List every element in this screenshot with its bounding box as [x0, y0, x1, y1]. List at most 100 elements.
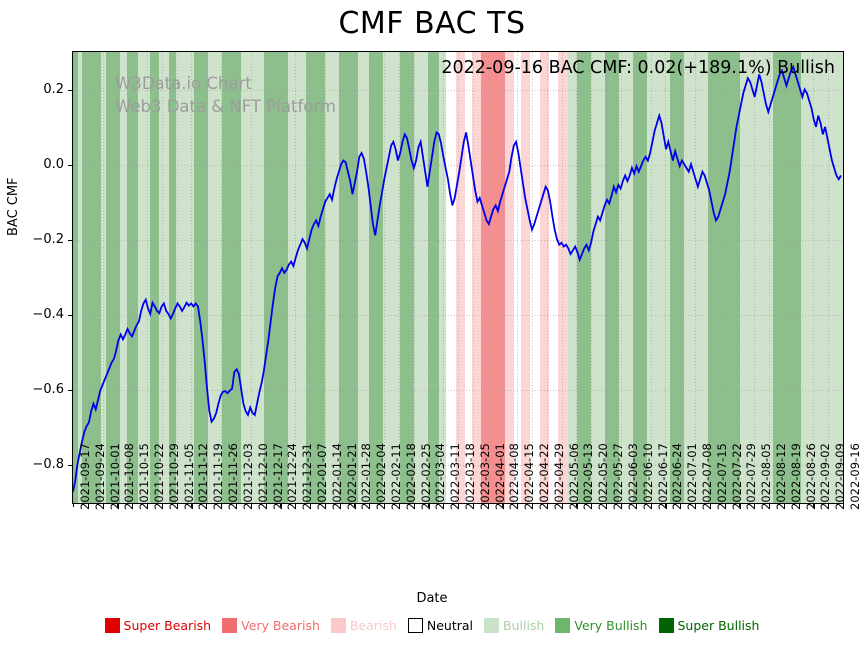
- grid-line-vertical: [680, 52, 682, 503]
- grid-line-vertical: [324, 52, 326, 503]
- legend-item[interactable]: Bearish: [330, 618, 397, 633]
- x-tick-label: 2021-09-17: [78, 443, 92, 510]
- x-tick-mark: [87, 503, 89, 507]
- x-tick-mark: [813, 503, 815, 507]
- x-tick-mark: [709, 503, 711, 507]
- legend-item[interactable]: Super Bearish: [104, 618, 212, 633]
- x-tick-label: 2022-03-25: [477, 443, 492, 510]
- x-tick-mark: [828, 503, 830, 507]
- grid-line-vertical: [132, 52, 134, 503]
- legend-label: Super Bearish: [123, 618, 212, 633]
- legend-label: Bearish: [349, 618, 397, 633]
- regime-band: [530, 52, 541, 503]
- grid-line-vertical: [828, 52, 830, 503]
- x-tick-label: 2022-04-08: [507, 443, 522, 510]
- x-tick-mark: [768, 503, 770, 507]
- legend-swatch: [555, 618, 571, 633]
- x-tick-mark: [295, 503, 297, 507]
- chart-annotation: 2022-09-16 BAC CMF: 0.02(+189.1%) Bullis…: [441, 58, 835, 78]
- x-tick-label: 2022-02-25: [418, 443, 433, 510]
- y-axis-title: BAC CMF: [6, 177, 21, 236]
- legend-label: Neutral: [426, 618, 473, 633]
- x-tick-label: 2022-09-02: [818, 443, 833, 510]
- grid-line-vertical: [280, 52, 282, 503]
- regime-band: [73, 52, 79, 503]
- x-tick-mark: [413, 503, 415, 507]
- grid-line-vertical: [458, 52, 459, 503]
- x-tick-mark: [354, 503, 356, 507]
- x-tick-mark: [206, 503, 208, 507]
- regime-band: [150, 52, 160, 503]
- grid-line-vertical: [398, 52, 400, 503]
- x-tick-label: 2022-04-01: [492, 443, 507, 510]
- x-tick-label: 2021-11-26: [226, 443, 241, 510]
- x-tick-label: 2022-07-08: [699, 443, 714, 510]
- grid-line-vertical: [295, 52, 297, 503]
- y-tick-mark: [68, 239, 72, 241]
- legend-label: Bullish: [503, 618, 545, 633]
- x-tick-label: 2021-11-12: [196, 443, 211, 510]
- regime-band: [549, 52, 559, 503]
- regime-band: [446, 52, 457, 503]
- grid-line-vertical: [694, 52, 696, 503]
- x-tick-mark: [369, 503, 371, 507]
- x-tick-mark: [517, 503, 519, 507]
- x-tick-label: 2022-05-06: [566, 443, 581, 510]
- x-tick-label: 2022-06-10: [640, 443, 655, 510]
- regime-band: [101, 52, 107, 503]
- legend-swatch: [222, 618, 238, 633]
- x-tick-mark: [754, 503, 756, 507]
- x-tick-label: 2022-08-05: [759, 443, 774, 510]
- y-tick-mark: [68, 315, 72, 317]
- x-tick-label: 2021-12-24: [285, 443, 300, 510]
- grid-line-vertical: [87, 52, 89, 503]
- regime-band: [439, 52, 447, 503]
- grid-line-vertical: [221, 52, 223, 503]
- x-tick-mark: [472, 503, 474, 507]
- x-tick-mark: [324, 503, 326, 507]
- legend-item[interactable]: Very Bullish: [555, 618, 648, 633]
- legend-item[interactable]: Very Bearish: [222, 618, 320, 633]
- grid-line-vertical: [783, 52, 785, 503]
- x-tick-mark: [161, 503, 163, 507]
- x-tick-mark: [561, 503, 563, 507]
- legend-label: Super Bullish: [677, 618, 760, 633]
- x-tick-label: 2022-07-15: [714, 443, 729, 510]
- x-tick-label: 2022-03-04: [433, 443, 448, 510]
- x-tick-label: 2022-07-29: [744, 443, 759, 510]
- x-tick-mark: [680, 503, 682, 507]
- regime-band: [472, 52, 482, 503]
- cmf-line-series: [73, 52, 843, 503]
- x-tick-label: 2022-07-22: [729, 443, 744, 510]
- grid-line-vertical: [413, 52, 415, 503]
- x-tick-label: 2021-12-31: [300, 443, 315, 510]
- grid-line-vertical: [517, 52, 519, 503]
- x-tick-label: 2022-03-18: [463, 443, 477, 510]
- grid-line-vertical: [354, 52, 356, 503]
- x-tick-label: 2021-10-29: [166, 443, 181, 510]
- x-tick-label: 2021-10-15: [137, 443, 152, 510]
- grid-line-vertical: [176, 52, 178, 503]
- regime-band: [740, 52, 774, 503]
- x-tick-mark: [147, 503, 149, 507]
- legend-item[interactable]: Super Bullish: [658, 618, 760, 633]
- x-tick-label: 2022-06-03: [625, 443, 640, 510]
- x-tick-label: 2022-05-20: [596, 443, 611, 510]
- regime-band: [119, 52, 128, 503]
- x-axis-title: Date: [416, 591, 448, 606]
- grid-line-vertical: [709, 52, 711, 503]
- grid-line-vertical: [147, 52, 149, 503]
- grid-line-vertical: [665, 52, 667, 503]
- x-tick-label: 2021-11-19: [211, 443, 226, 510]
- y-tick-label: 0.0: [43, 156, 64, 172]
- x-tick-mark: [798, 503, 800, 507]
- legend-item[interactable]: Neutral: [407, 618, 473, 633]
- regime-band: [707, 52, 741, 503]
- x-tick-mark: [398, 503, 400, 507]
- legend-swatch: [658, 618, 674, 633]
- regime-band: [567, 52, 578, 503]
- x-tick-label: 2021-12-10: [255, 443, 270, 510]
- legend-item[interactable]: Bullish: [484, 618, 544, 633]
- x-tick-mark: [650, 503, 652, 507]
- regime-band: [558, 52, 569, 503]
